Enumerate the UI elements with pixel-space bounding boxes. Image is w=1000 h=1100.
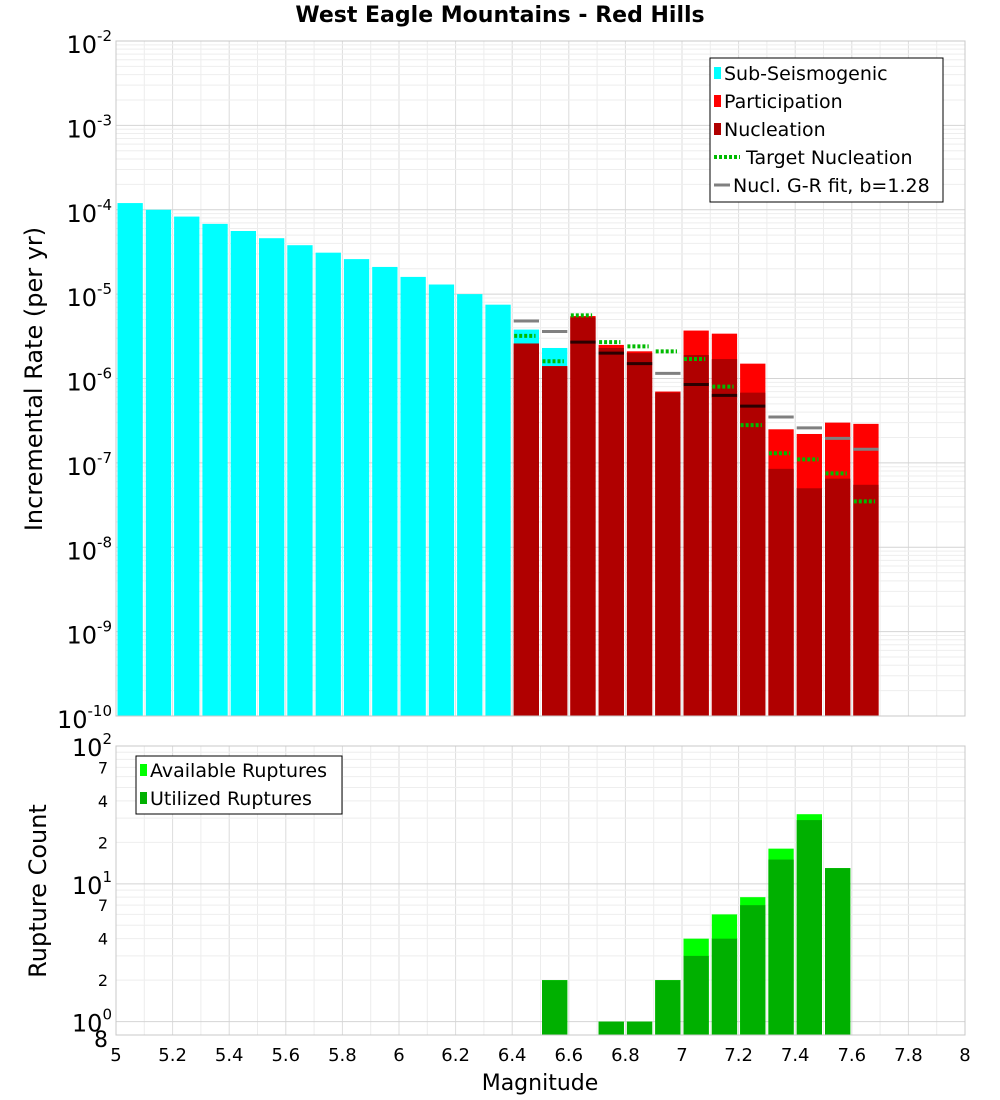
legend-swatch-nucleation: [714, 123, 721, 135]
x-tick-label: 6.2: [441, 1045, 470, 1066]
sub-seismogenic-bar: [485, 304, 511, 716]
sub-seismogenic-bar: [372, 266, 398, 716]
nucleation-bar: [711, 359, 738, 716]
nucleation-bar: [825, 478, 851, 716]
x-tick-label: 5.4: [215, 1045, 244, 1066]
top-plot-border: [115, 40, 966, 717]
x-tick-label: 7: [676, 1045, 687, 1066]
sub-seismogenic-bar: [343, 259, 370, 716]
sub-seismogenic-bar: [315, 252, 341, 716]
x-tick-label: 5.2: [158, 1045, 187, 1066]
utilized-ruptures-bar: [740, 905, 766, 1035]
top-y-tick-label: 10-3: [66, 111, 112, 143]
x-tick-label: 6: [393, 1045, 404, 1066]
legend-swatch-utilized-ruptures: [140, 792, 147, 804]
bottom-y-minor-tick-label: 7: [98, 758, 108, 777]
x-tick-label: 6.6: [554, 1045, 583, 1066]
sub-seismogenic-bar: [259, 238, 285, 716]
legend-label-target-nucleation: Target Nucleation: [745, 147, 913, 169]
x-tick-label: 5: [110, 1045, 121, 1066]
x-tick-label: 8: [959, 1045, 970, 1066]
utilized-ruptures-bar: [683, 955, 709, 1035]
nucleation-bar: [570, 317, 596, 716]
top-y-tick-label: 10-10: [57, 702, 112, 734]
nucleation-bar: [796, 488, 822, 716]
x-tick-label: 7.4: [781, 1045, 810, 1066]
legend-label-available-ruptures: Available Ruptures: [150, 760, 327, 782]
sub-seismogenic-bar: [457, 294, 483, 716]
nucleation-bar: [626, 353, 653, 716]
bottom-y-minor-tick-label: 4: [98, 792, 108, 811]
legend-label-utilized-ruptures: Utilized Ruptures: [150, 788, 312, 810]
nucleation-bar: [683, 354, 709, 716]
x-tick-label: 5.8: [328, 1045, 357, 1066]
nucleation-bar: [740, 392, 766, 716]
top-y-tick-label: 10-4: [66, 196, 112, 228]
utilized-ruptures-bar: [626, 1021, 653, 1035]
utilized-ruptures-bar: [598, 1021, 624, 1035]
legend-swatch-participation: [714, 95, 721, 107]
bottom-legend-box: [135, 755, 343, 815]
y-axis-label-bottom: Rupture Count: [24, 804, 52, 978]
x-tick-label: 6.8: [611, 1045, 640, 1066]
utilized-ruptures-bar: [825, 868, 851, 1035]
nucleation-bar: [768, 468, 794, 716]
utilized-ruptures-bar: [711, 938, 738, 1035]
bottom-y-minor-tick-label: 4: [98, 930, 108, 949]
sub-seismogenic-bar: [202, 223, 228, 716]
sub-seismogenic-bar: [287, 245, 313, 717]
y-axis-label-top: Incremental Rate (per yr): [20, 227, 48, 531]
x-axis-label: Magnitude: [482, 1071, 599, 1096]
bottom-y-tick-label: 101: [72, 868, 112, 900]
bottom-y-minor-tick-label: 2: [98, 971, 108, 990]
top-y-tick-label: 10-7: [66, 449, 112, 481]
bottom-plot: 8 2 4 7 2 4 7 100 101 102 5 5.2 5.4 5.6 5.8 6 6.2 6.4 6.6 6…: [72, 730, 971, 1066]
sub-seismogenic-bar: [145, 209, 172, 716]
bottom-y-tick-label: 102: [72, 730, 112, 762]
legend-label-nucl-g-r-fit-b-1-28: Nucl. G-R fit, b=1.28: [733, 175, 930, 197]
legend-swatch-available-ruptures: [140, 764, 147, 776]
sub-seismogenic-bar: [230, 230, 256, 716]
top-y-tick-label: 10-9: [66, 618, 112, 650]
bottom-y-minor-tick-label: 7: [98, 896, 108, 915]
utilized-ruptures-bar: [768, 859, 794, 1035]
legend-swatch-sub-seismogenic: [714, 67, 721, 79]
top-y-tick-label: 10-5: [66, 280, 112, 312]
legend-label-nucleation: Nucleation: [724, 119, 826, 141]
utilized-ruptures-bar: [796, 820, 822, 1035]
bottom-y-minor-tick-label: 2: [98, 833, 108, 852]
nucleation-bar: [513, 343, 539, 716]
x-tick-label: 7.2: [724, 1045, 753, 1066]
x-tick-label: 6.4: [498, 1045, 527, 1066]
sub-seismogenic-bar: [428, 284, 455, 716]
nucleation-bar: [542, 366, 568, 716]
legend-label-sub-seismogenic: Sub-Seismogenic: [724, 63, 888, 85]
bottom-legend: Available Ruptures Utilized Ruptures: [135, 755, 343, 815]
top-legend-box: [709, 57, 944, 203]
sub-seismogenic-bar: [174, 216, 200, 716]
top-legend: Sub-Seismogenic Participation Nucleation Ta…: [709, 57, 944, 203]
nucleation-bar: [655, 392, 681, 716]
x-tick-label: 7.8: [894, 1045, 923, 1066]
top-y-tick-label: 10-6: [66, 365, 112, 397]
bottom-y-tick-label: 100: [72, 1006, 112, 1038]
x-tick-label: 7.6: [837, 1045, 866, 1066]
top-y-tick-label: 10-2: [66, 27, 112, 59]
utilized-ruptures-bar: [542, 980, 568, 1035]
sub-seismogenic-bar: [400, 276, 426, 716]
nucleation-bar: [853, 484, 879, 716]
legend-label-participation: Participation: [724, 91, 843, 113]
sub-seismogenic-bar: [117, 203, 143, 716]
utilized-ruptures-bar: [655, 980, 681, 1035]
top-plot: 10-10 10-9 10-8 10-7 10-6 10-5 10-4 10-3 10-2 Sub…: [57, 27, 966, 734]
bottom-y-minor-tick-label: 8: [94, 1028, 108, 1053]
bottom-plot-border: [115, 745, 966, 1036]
chart-title: West Eagle Mountains - Red Hills: [295, 3, 704, 28]
x-tick-label: 5.6: [271, 1045, 300, 1066]
nucleation-bar: [598, 347, 624, 716]
top-y-tick-label: 10-8: [66, 533, 112, 565]
